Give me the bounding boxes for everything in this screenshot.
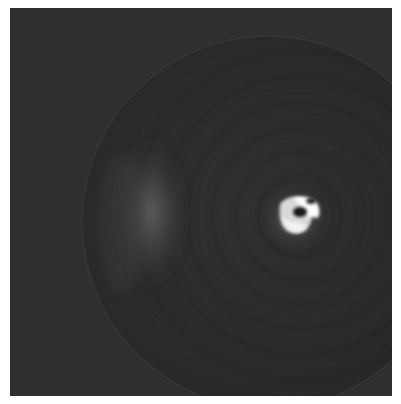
speckle xyxy=(188,87,372,340)
disk-edge xyxy=(81,35,392,396)
scan-image xyxy=(10,8,392,396)
scan-disk xyxy=(82,36,392,396)
bright-spot xyxy=(279,196,320,234)
scan-graphic xyxy=(10,8,392,396)
